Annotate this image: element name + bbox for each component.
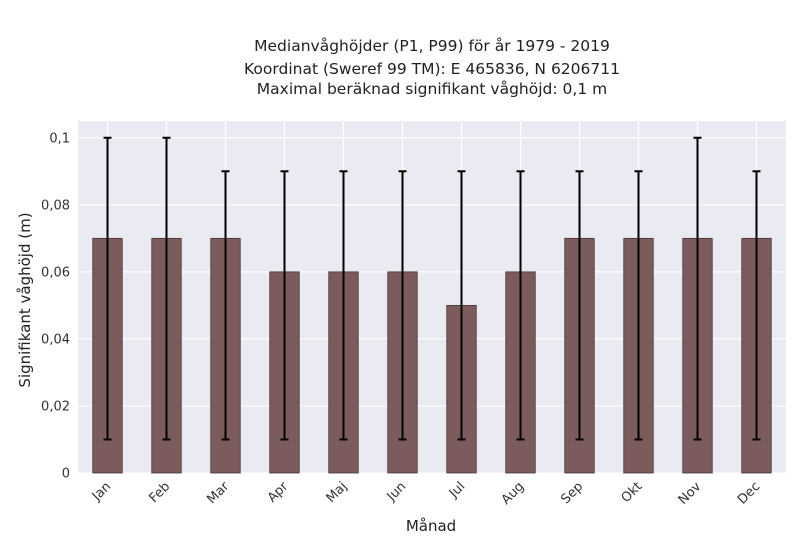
y-tick-label: 0,08 bbox=[41, 198, 70, 213]
x-tick-label-aug: Aug bbox=[499, 479, 528, 508]
error-bar-maj bbox=[339, 170, 348, 441]
title-line-2: Koordinat (Sweref 99 TM): E 465836, N 62… bbox=[244, 60, 620, 78]
x-tick-label-mar: Mar bbox=[204, 479, 232, 507]
chart-title: Medianvåghöjder (P1, P99) för år 1979 - … bbox=[244, 37, 620, 98]
x-tick-label-dec: Dec bbox=[735, 479, 763, 507]
error-bar-apr bbox=[280, 170, 289, 441]
y-axis-ticks: 0 0,02 0,04 0,06 0,08 0,1 bbox=[41, 131, 70, 481]
x-tick-label-okt: Okt bbox=[619, 479, 646, 506]
error-bar-nov bbox=[693, 136, 702, 441]
error-bar-okt bbox=[634, 170, 643, 441]
y-tick-label: 0,02 bbox=[41, 399, 70, 414]
error-bar-jun bbox=[398, 170, 407, 441]
x-tick-label-feb: Feb bbox=[146, 479, 173, 506]
y-tick-label: 0,04 bbox=[41, 332, 70, 347]
x-tick-label-apr: Apr bbox=[265, 479, 292, 506]
x-tick-label-jun: Jun bbox=[384, 479, 410, 505]
error-bar-sep bbox=[575, 170, 584, 441]
x-tick-label-jul: Jul bbox=[446, 479, 468, 501]
y-tick-label: 0,1 bbox=[49, 131, 70, 146]
y-tick-label: 0,06 bbox=[41, 265, 70, 280]
x-tick-label-nov: Nov bbox=[676, 479, 705, 508]
error-bar-feb bbox=[162, 136, 171, 441]
x-tick-label-maj: Maj bbox=[324, 479, 351, 506]
error-bar-jan bbox=[103, 136, 112, 441]
y-tick-label: 0 bbox=[62, 467, 70, 482]
error-bar-dec bbox=[752, 170, 761, 441]
plot-area bbox=[78, 121, 786, 473]
x-axis-label: Månad bbox=[406, 517, 456, 535]
x-tick-label-sep: Sep bbox=[558, 479, 586, 507]
error-bar-jul bbox=[457, 170, 466, 441]
title-line-3: Maximal beräknad signifikant våghöjd: 0,… bbox=[257, 80, 607, 98]
error-bars bbox=[103, 136, 761, 441]
error-bar-mar bbox=[221, 170, 230, 441]
title-line-1: Medianvåghöjder (P1, P99) för år 1979 - … bbox=[254, 37, 610, 55]
y-axis-label: Signifikant våghöjd (m) bbox=[16, 212, 34, 387]
x-tick-label-jan: Jan bbox=[89, 479, 114, 504]
error-bar-aug bbox=[516, 170, 525, 441]
x-axis-ticks: Jan Feb Mar Apr Maj Jun Jul Aug Sep Okt Nov Dec bbox=[89, 479, 763, 508]
